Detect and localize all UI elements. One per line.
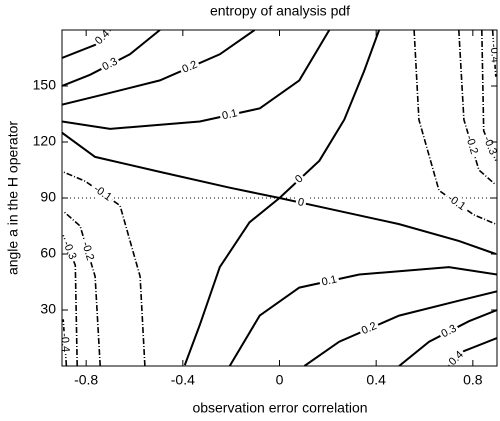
contour-line [62, 30, 256, 106]
contour-label-group: 0 [294, 194, 308, 211]
contour-label-bg [444, 346, 469, 366]
contour-label-bg [437, 320, 461, 343]
contour-label-group: 0.2 [357, 318, 381, 339]
contour-label-bg [290, 170, 308, 188]
chart-title: entropy of analysis pdf [210, 3, 350, 19]
y-axis-label: angle a in the H operator [5, 121, 21, 275]
contour-label-bg [218, 106, 241, 124]
contour-label-bg [77, 238, 98, 265]
contour-label-group: 0.3 [98, 53, 122, 76]
contour-label: 0 [297, 196, 306, 209]
contour-line [62, 210, 101, 366]
contour-label-bg [357, 318, 381, 339]
contour-label: -0.3 [60, 239, 78, 261]
plot-area: 000.40.3 0.20.10.40.30.20.1-0.1-0.2 -0.3-0… [58, 30, 500, 366]
y-tick-label: 60 [40, 245, 56, 261]
contour-label-group: 0.1 [318, 272, 341, 290]
contour-line [62, 171, 146, 366]
contour-label-group: -0.4 [58, 330, 73, 355]
contour-label-bg [62, 237, 81, 264]
contour-line [303, 290, 497, 366]
contour-label-group: -0.2 [461, 131, 482, 158]
contour-label-group: -0.1 [442, 190, 470, 216]
contour-label-bg [89, 180, 117, 206]
contour-label-group: -0.1 [89, 180, 117, 206]
contour-label-bg [318, 272, 341, 290]
contour-line [458, 30, 497, 186]
contour-label-bg [442, 190, 470, 216]
y-tick-label: 90 [40, 189, 56, 205]
y-tick-label: 30 [40, 301, 56, 317]
contour-label-bg [486, 41, 497, 66]
contour-label-group: 0.3 [437, 320, 461, 343]
contour-label: 0.1 [221, 107, 239, 122]
contour-label-bg [62, 330, 73, 355]
contour-label: 0.1 [321, 274, 339, 289]
contour-label: -0.4 [488, 43, 500, 63]
x-tick-label: -0.8 [74, 372, 98, 388]
contour-label-bg [90, 30, 115, 50]
contour-line [413, 30, 497, 225]
contour-label-group: -0.2 [77, 238, 98, 265]
contour-label: -0.2 [79, 240, 96, 262]
contour-label-group: -0.3 [60, 237, 81, 264]
y-tick-label: 150 [33, 77, 57, 93]
contour-label-bg [98, 53, 122, 76]
contour-label: 0.2 [360, 320, 379, 337]
contour-label-group: 0.1 [218, 106, 241, 124]
contour-label-bg [178, 57, 202, 78]
contour-label-bg [479, 132, 497, 159]
contour-label-bg [294, 194, 308, 211]
contour-line [183, 30, 381, 366]
contour-line [62, 131, 497, 255]
contour-label-bg [461, 131, 482, 158]
x-tick-label: 0.8 [463, 372, 483, 388]
contour-label-group: 0 [290, 170, 308, 188]
contour-label-group: -0.4 [486, 41, 500, 66]
x-tick-label: 0 [276, 372, 284, 388]
contour-label-group: 0.2 [178, 57, 202, 78]
y-tick-label: 120 [33, 133, 57, 149]
x-tick-label: -0.4 [171, 372, 195, 388]
contour-label: 0.2 [180, 59, 199, 76]
x-tick-label: 0.4 [366, 372, 386, 388]
contour-label-group: -0.3 [479, 132, 497, 159]
contour-label: -0.2 [463, 134, 480, 156]
x-axis-label: observation error correlation [192, 400, 367, 416]
contour-label: -0.4 [58, 333, 71, 353]
